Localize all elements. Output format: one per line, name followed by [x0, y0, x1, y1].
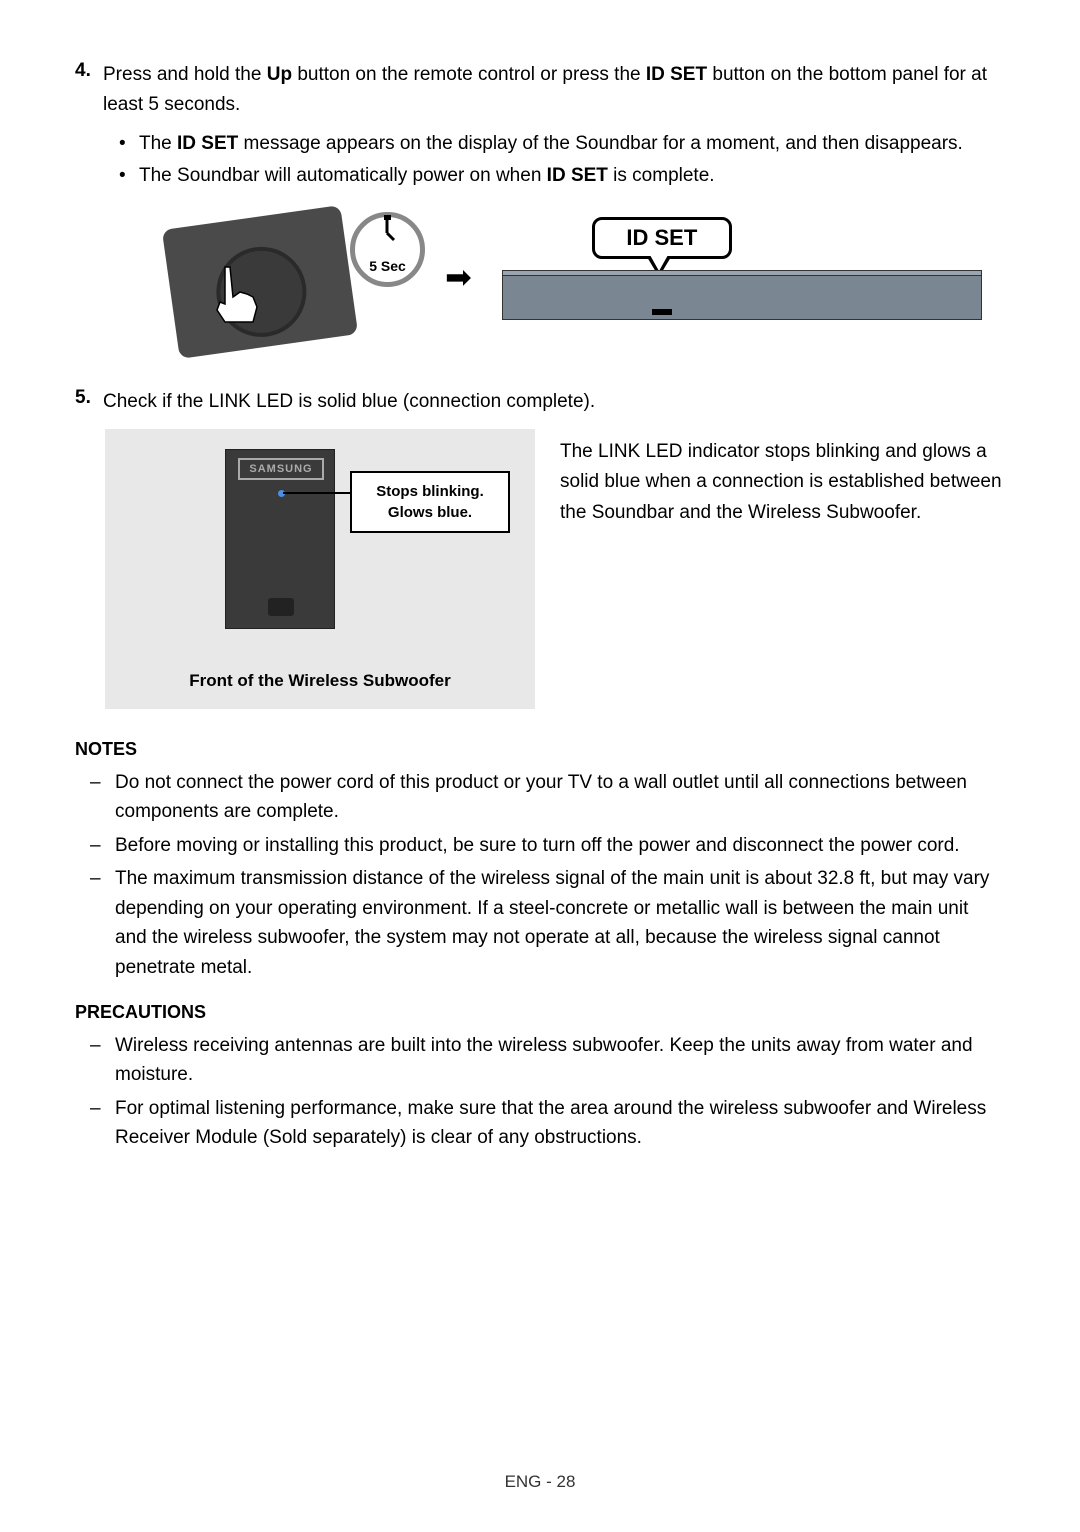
soundbar-body: [502, 275, 982, 320]
note-item: – The maximum transmission distance of t…: [90, 864, 1005, 982]
note-item: – Do not connect the power cord of this …: [90, 768, 1005, 827]
step-5: 5. Check if the LINK LED is solid blue (…: [75, 387, 1005, 417]
timer-badge: 5 Sec: [350, 212, 425, 287]
hand-press-icon: [205, 262, 265, 327]
bullet-dot-icon: •: [119, 161, 139, 191]
callout-line: [283, 492, 351, 494]
step-5-figure-row: SAMSUNG Stops blinking. Glows blue. Fron…: [105, 429, 1005, 709]
callout-line-1: Stops blinking.: [362, 481, 498, 502]
subwoofer-caption: Front of the Wireless Subwoofer: [105, 671, 535, 691]
soundbar-illustration: ID SET: [502, 227, 982, 327]
dash-icon: –: [90, 1031, 115, 1090]
dash-icon: –: [90, 864, 115, 982]
step-5-text: Check if the LINK LED is solid blue (con…: [103, 387, 1005, 417]
step-4-bullets: • The ID SET message appears on the disp…: [119, 129, 1005, 192]
arrow-right-icon: ➡: [445, 258, 472, 296]
bold-idset: ID SET: [177, 133, 238, 154]
step-5-number: 5.: [75, 387, 103, 417]
note-text: The maximum transmission distance of the…: [115, 864, 1005, 982]
subwoofer-body: SAMSUNG: [225, 449, 335, 629]
text: message appears on the display of the So…: [238, 133, 963, 154]
bullet-dot-icon: •: [119, 129, 139, 159]
bullet-2: • The Soundbar will automatically power …: [119, 161, 1005, 191]
precaution-item: – Wireless receiving antennas are built …: [90, 1031, 1005, 1090]
text: Press and hold the: [103, 64, 267, 85]
precaution-text: Wireless receiving antennas are built in…: [115, 1031, 1005, 1090]
note-text: Do not connect the power cord of this pr…: [115, 768, 1005, 827]
samsung-brand-label: SAMSUNG: [238, 458, 324, 480]
stopwatch-icon: [370, 215, 405, 250]
bullet-1: • The ID SET message appears on the disp…: [119, 129, 1005, 159]
text: The: [139, 133, 177, 154]
note-item: – Before moving or installing this produ…: [90, 831, 1005, 860]
bold-up: Up: [267, 64, 292, 85]
callout-line-2: Glows blue.: [362, 502, 498, 523]
remote-illustration: 5 Sec: [165, 207, 415, 347]
precautions-list: – Wireless receiving antennas are built …: [75, 1031, 1005, 1153]
bullet-1-text: The ID SET message appears on the displa…: [139, 129, 963, 159]
notes-list: – Do not connect the power cord of this …: [75, 768, 1005, 982]
step-4-number: 4.: [75, 60, 103, 121]
step-4: 4. Press and hold the Up button on the r…: [75, 60, 1005, 121]
text: The Soundbar will automatically power on…: [139, 165, 547, 186]
dash-icon: –: [90, 831, 115, 860]
soundbar-led: [652, 309, 672, 315]
precautions-heading: PRECAUTIONS: [75, 1002, 1005, 1023]
precaution-text: For optimal listening performance, make …: [115, 1094, 1005, 1153]
precaution-item: – For optimal listening performance, mak…: [90, 1094, 1005, 1153]
text: button on the remote control or press th…: [292, 64, 646, 85]
page-footer: ENG - 28: [0, 1472, 1080, 1492]
text: is complete.: [608, 165, 715, 186]
step-4-figure: 5 Sec ➡ ID SET: [165, 207, 1005, 347]
note-text: Before moving or installing this product…: [115, 831, 960, 860]
step-5-description: The LINK LED indicator stops blinking an…: [560, 429, 1005, 528]
bold-idset: ID SET: [547, 165, 608, 186]
timer-label: 5 Sec: [369, 258, 406, 274]
dash-icon: –: [90, 768, 115, 827]
notes-heading: NOTES: [75, 739, 1005, 760]
subwoofer-port: [268, 598, 294, 616]
bold-idset: ID SET: [646, 64, 707, 85]
bullet-2-text: The Soundbar will automatically power on…: [139, 161, 715, 191]
step-4-text: Press and hold the Up button on the remo…: [103, 60, 1005, 121]
subwoofer-figure: SAMSUNG Stops blinking. Glows blue. Fron…: [105, 429, 535, 709]
idset-bubble: ID SET: [592, 217, 732, 259]
dash-icon: –: [90, 1094, 115, 1153]
callout-box: Stops blinking. Glows blue.: [350, 471, 510, 533]
